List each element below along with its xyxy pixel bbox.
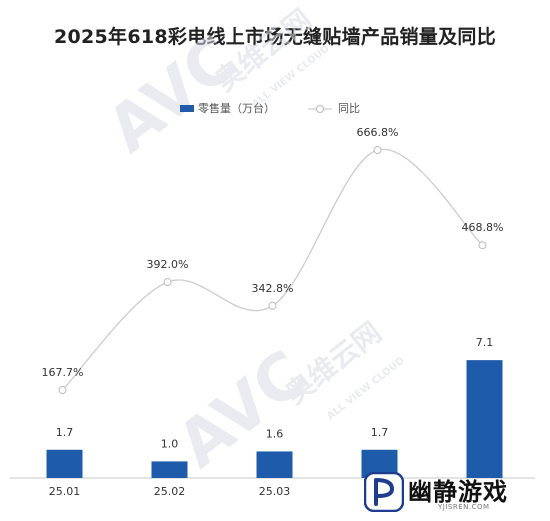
legend-bar-swatch: [180, 105, 194, 112]
line-point-5: [478, 241, 487, 250]
x-tick-label-3: 25.03: [259, 485, 291, 498]
line-value-label-2: 392.0%: [147, 258, 189, 271]
line-value-label-3: 342.8%: [252, 282, 294, 295]
x-tick-label-2: 25.02: [154, 485, 186, 498]
bar-5: [466, 360, 503, 478]
site-name: 幽静游戏: [408, 478, 508, 506]
line-value-label-5: 468.8%: [462, 221, 504, 234]
bar-value-label-2: 1.0: [161, 437, 179, 450]
bar-2: [151, 461, 188, 478]
watermark: AVC 奥维云网 ALL VIEW CLOUD AVC 奥维云网 ALL VIE…: [94, 3, 406, 483]
line-point-2: [163, 278, 172, 287]
site-logo-icon: [364, 472, 404, 512]
bar-value-label-3: 1.6: [266, 427, 284, 440]
line-point-1: [58, 386, 67, 394]
line-point-4: [373, 146, 382, 154]
bar-value-label-1: 1.7: [56, 426, 74, 439]
x-tick-label-1: 25.01: [49, 485, 81, 498]
chart-title: 2025年618彩电线上市场无缝贴墙产品销量及同比: [53, 26, 497, 48]
bar-value-label-4: 1.7: [371, 426, 389, 439]
site-brand: 幽静游戏 YJISREN.COM: [362, 470, 547, 518]
line-value-label-4: 666.8%: [357, 126, 399, 139]
legend-line-marker: [316, 105, 324, 113]
plot-area: 1.7 1.0 1.6 1.7 7.1 25.01 25.02 25.03 167.7% 392.…: [10, 126, 535, 498]
site-url: YJISREN.COM: [438, 503, 490, 511]
legend-line-label: 同比: [338, 102, 360, 115]
line-value-label-1: 167.7%: [42, 366, 84, 379]
bar-value-label-5: 7.1: [476, 336, 494, 349]
legend-bar-label: 零售量（万台）: [198, 101, 275, 115]
legend: 零售量（万台） 同比: [180, 101, 360, 115]
line-point-3: [268, 301, 277, 310]
bar-3: [256, 451, 293, 478]
bar-1: [46, 449, 83, 478]
